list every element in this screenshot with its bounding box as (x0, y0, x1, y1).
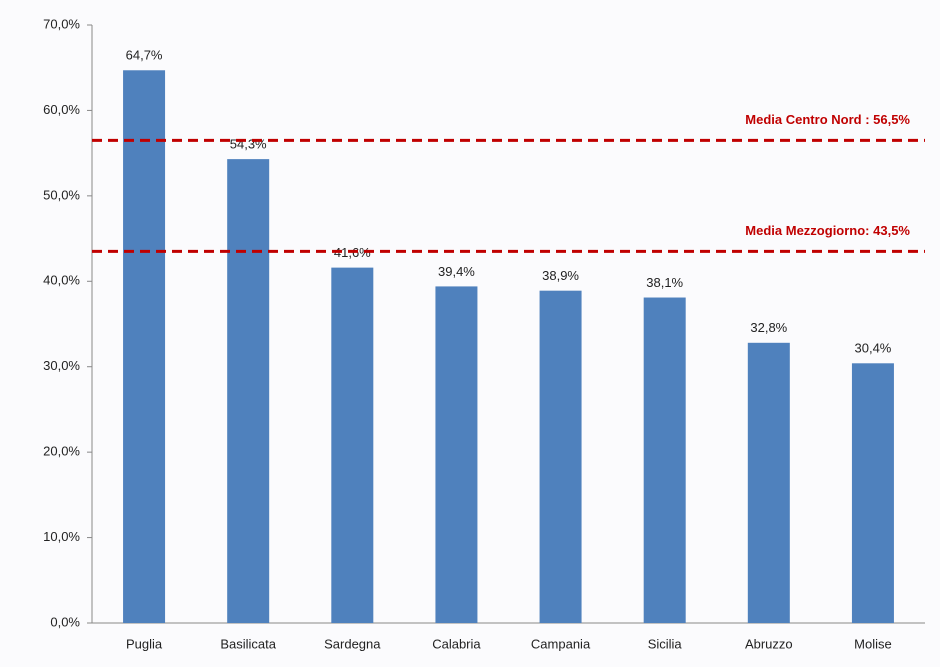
y-tick-label: 10,0% (43, 529, 80, 544)
bar (331, 267, 374, 623)
reference-label: Media Mezzogiorno: 43,5% (745, 223, 910, 238)
x-tick-label: Sicilia (648, 636, 683, 651)
x-tick-label: Abruzzo (745, 636, 793, 651)
reference-label: Media Centro Nord : 56,5% (745, 112, 910, 127)
data-label: 38,1% (646, 275, 683, 290)
y-tick-label: 70,0% (43, 16, 80, 31)
bar (539, 290, 582, 623)
y-tick-label: 20,0% (43, 444, 80, 459)
y-tick-label: 0,0% (50, 614, 80, 629)
y-tick-label: 60,0% (43, 102, 80, 117)
x-tick-label: Basilicata (220, 636, 276, 651)
data-label: 38,9% (542, 268, 579, 283)
bar (123, 70, 166, 623)
data-label: 64,7% (126, 48, 163, 63)
data-label: 54,3% (230, 137, 267, 152)
bar (747, 342, 790, 623)
bar (227, 159, 270, 623)
data-label: 39,4% (438, 264, 475, 279)
y-tick-label: 30,0% (43, 358, 80, 373)
bar (643, 297, 686, 623)
x-tick-label: Calabria (432, 636, 481, 651)
y-tick-label: 40,0% (43, 273, 80, 288)
data-label: 32,8% (750, 320, 787, 335)
bar (851, 363, 894, 623)
y-tick-label: 50,0% (43, 187, 80, 202)
bar (435, 286, 478, 623)
x-tick-label: Campania (531, 636, 591, 651)
x-tick-label: Sardegna (324, 636, 381, 651)
data-label: 30,4% (855, 341, 892, 356)
x-tick-label: Molise (854, 636, 892, 651)
x-tick-label: Puglia (126, 636, 163, 651)
